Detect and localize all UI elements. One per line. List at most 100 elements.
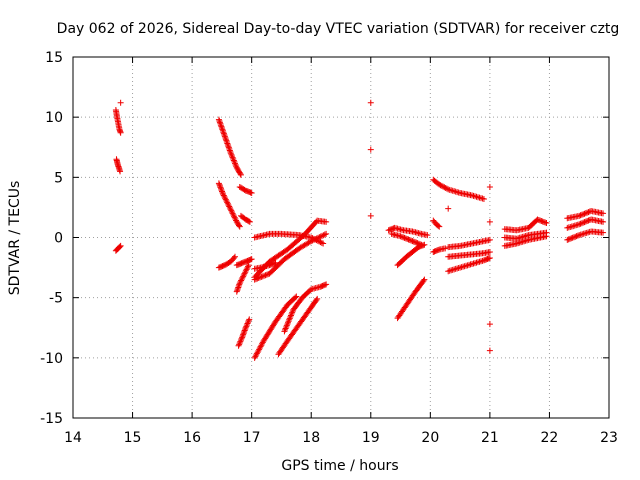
data-point bbox=[242, 326, 249, 333]
data-point bbox=[404, 235, 411, 242]
x-tick-labels: 14 15 16 17 18 19 20 21 22 23 bbox=[64, 430, 618, 446]
data-point bbox=[255, 347, 262, 354]
data-point bbox=[538, 217, 545, 224]
x-tick-label: 22 bbox=[541, 430, 559, 446]
data-point bbox=[237, 278, 244, 285]
chart-title: Day 062 of 2026, Sidereal Day-to-day VTE… bbox=[57, 21, 620, 37]
data-point bbox=[577, 212, 584, 219]
data-point bbox=[254, 349, 261, 356]
plot-frame bbox=[72, 56, 610, 419]
data-point bbox=[323, 281, 330, 288]
data-point bbox=[241, 270, 248, 277]
data-point bbox=[572, 233, 579, 240]
data-point bbox=[308, 238, 315, 245]
data-point bbox=[230, 211, 237, 218]
data-point bbox=[582, 218, 589, 225]
data-point bbox=[255, 274, 262, 281]
data-point bbox=[314, 295, 321, 302]
data-point bbox=[244, 264, 251, 271]
data-point bbox=[263, 271, 270, 278]
data-point bbox=[413, 239, 420, 246]
data-point bbox=[565, 236, 572, 243]
data-point bbox=[410, 238, 417, 245]
data-point bbox=[242, 267, 249, 274]
data-point bbox=[437, 182, 444, 189]
data-point bbox=[243, 266, 250, 273]
data-point bbox=[566, 235, 573, 242]
data-point bbox=[261, 272, 268, 279]
data-point bbox=[287, 312, 294, 319]
data-point bbox=[226, 203, 233, 210]
data-point bbox=[233, 217, 240, 224]
data-point bbox=[584, 218, 591, 225]
data-point bbox=[224, 200, 231, 207]
data-point bbox=[117, 129, 124, 136]
data-point bbox=[309, 237, 316, 244]
data-point bbox=[241, 328, 248, 335]
data-point bbox=[117, 168, 124, 175]
data-point bbox=[219, 188, 226, 195]
data-point bbox=[286, 315, 293, 322]
data-point bbox=[243, 321, 250, 328]
data-point bbox=[543, 220, 550, 227]
data-point bbox=[578, 211, 585, 218]
data-point bbox=[236, 223, 243, 230]
x-tick-label: 23 bbox=[600, 430, 618, 446]
data-point bbox=[486, 321, 493, 328]
data-point bbox=[237, 171, 244, 178]
data-point bbox=[241, 327, 248, 334]
data-point bbox=[289, 309, 296, 316]
data-point bbox=[231, 160, 238, 167]
data-point bbox=[578, 220, 585, 227]
data-point bbox=[237, 338, 244, 345]
data-point bbox=[289, 308, 296, 315]
data-point bbox=[534, 216, 541, 223]
data-point bbox=[248, 189, 255, 196]
data-point bbox=[230, 254, 237, 261]
data-point bbox=[318, 239, 325, 246]
data-point bbox=[435, 222, 442, 229]
data-point bbox=[225, 202, 232, 209]
data-point bbox=[239, 333, 246, 340]
data-point bbox=[252, 276, 259, 283]
data-point bbox=[236, 339, 243, 346]
data-point bbox=[248, 256, 255, 263]
data-point bbox=[244, 263, 251, 270]
data-point bbox=[542, 219, 549, 226]
data-point bbox=[480, 195, 487, 202]
data-point bbox=[229, 210, 236, 217]
data-point bbox=[236, 280, 243, 287]
data-point bbox=[486, 254, 493, 261]
y-tick-label: -10 bbox=[40, 351, 63, 367]
data-point bbox=[232, 216, 239, 223]
data-point bbox=[585, 209, 592, 216]
data-point bbox=[259, 340, 266, 347]
data-point bbox=[420, 277, 427, 284]
data-point bbox=[367, 212, 374, 219]
data-point bbox=[398, 233, 405, 240]
data-point bbox=[259, 273, 266, 280]
data-point bbox=[568, 235, 575, 242]
data-point bbox=[580, 211, 587, 218]
data-point bbox=[117, 242, 124, 249]
y-tick-label: 10 bbox=[45, 110, 63, 126]
data-point bbox=[215, 180, 222, 187]
data-point bbox=[486, 347, 493, 354]
data-point bbox=[581, 210, 588, 217]
data-point bbox=[246, 218, 253, 225]
data-point bbox=[573, 233, 580, 240]
data-point bbox=[219, 189, 226, 196]
data-point bbox=[320, 232, 327, 239]
data-point bbox=[281, 328, 288, 335]
data-point bbox=[443, 185, 450, 192]
data-point bbox=[440, 183, 447, 190]
data-point bbox=[535, 216, 542, 223]
data-point bbox=[317, 239, 324, 246]
data-point bbox=[237, 337, 244, 344]
data-point bbox=[216, 183, 223, 190]
data-point bbox=[397, 233, 404, 240]
x-tick-label: 21 bbox=[481, 430, 499, 446]
y-tick-labels: 15 10 5 0 -5 -10 -15 bbox=[40, 50, 63, 427]
data-point bbox=[319, 232, 326, 239]
